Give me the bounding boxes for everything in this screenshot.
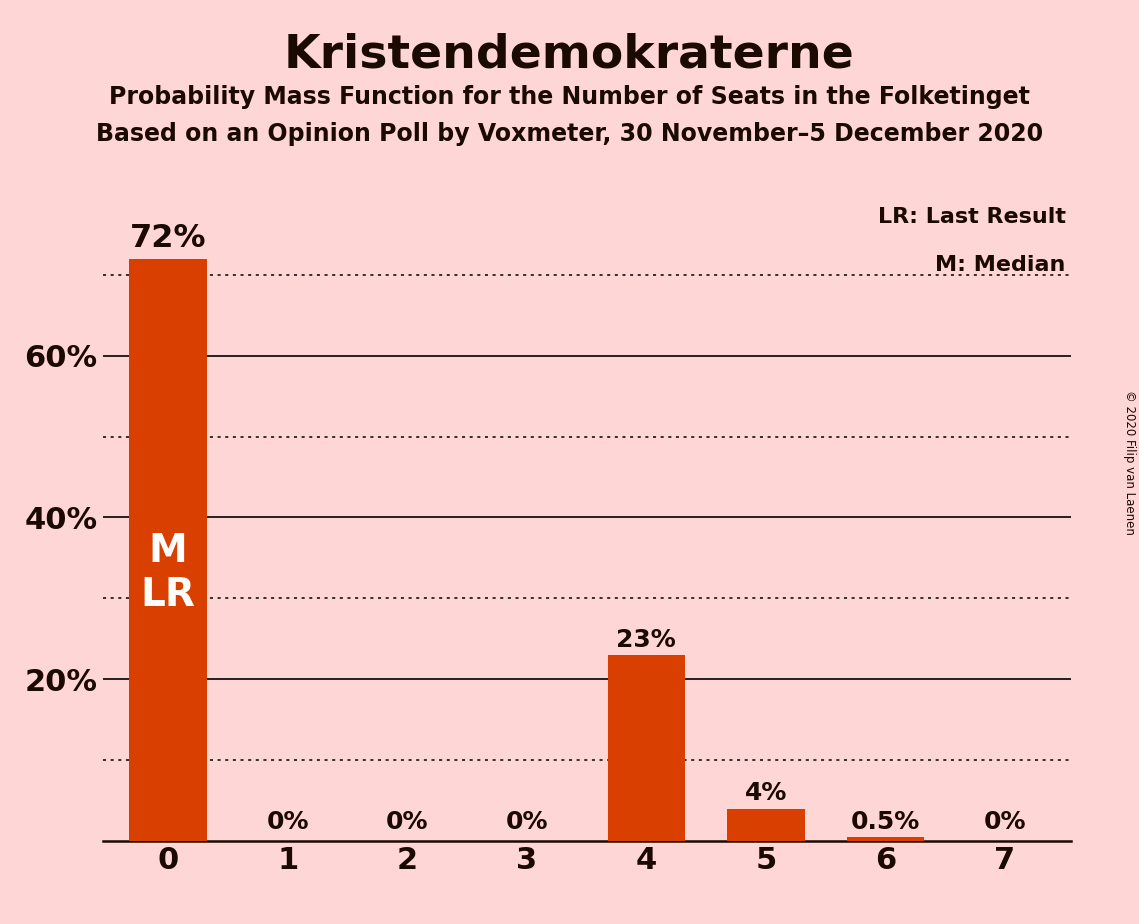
Text: 0%: 0% [386,810,428,834]
Text: M: Median: M: Median [935,255,1066,275]
Text: 0%: 0% [506,810,548,834]
Text: M
LR: M LR [141,532,196,614]
Bar [607,655,686,841]
Bar [846,837,924,841]
Text: 0.5%: 0.5% [851,809,920,833]
Bar [130,259,207,841]
Bar [727,808,805,841]
Text: 23%: 23% [616,627,677,651]
Text: Based on an Opinion Poll by Voxmeter, 30 November–5 December 2020: Based on an Opinion Poll by Voxmeter, 30… [96,122,1043,146]
Text: Kristendemokraterne: Kristendemokraterne [284,32,855,78]
Text: Probability Mass Function for the Number of Seats in the Folketinget: Probability Mass Function for the Number… [109,85,1030,109]
Text: 72%: 72% [130,223,206,254]
Text: 0%: 0% [984,810,1026,834]
Text: LR: Last Result: LR: Last Result [878,207,1066,227]
Text: 0%: 0% [267,810,309,834]
Text: 4%: 4% [745,782,787,806]
Text: © 2020 Filip van Laenen: © 2020 Filip van Laenen [1123,390,1137,534]
